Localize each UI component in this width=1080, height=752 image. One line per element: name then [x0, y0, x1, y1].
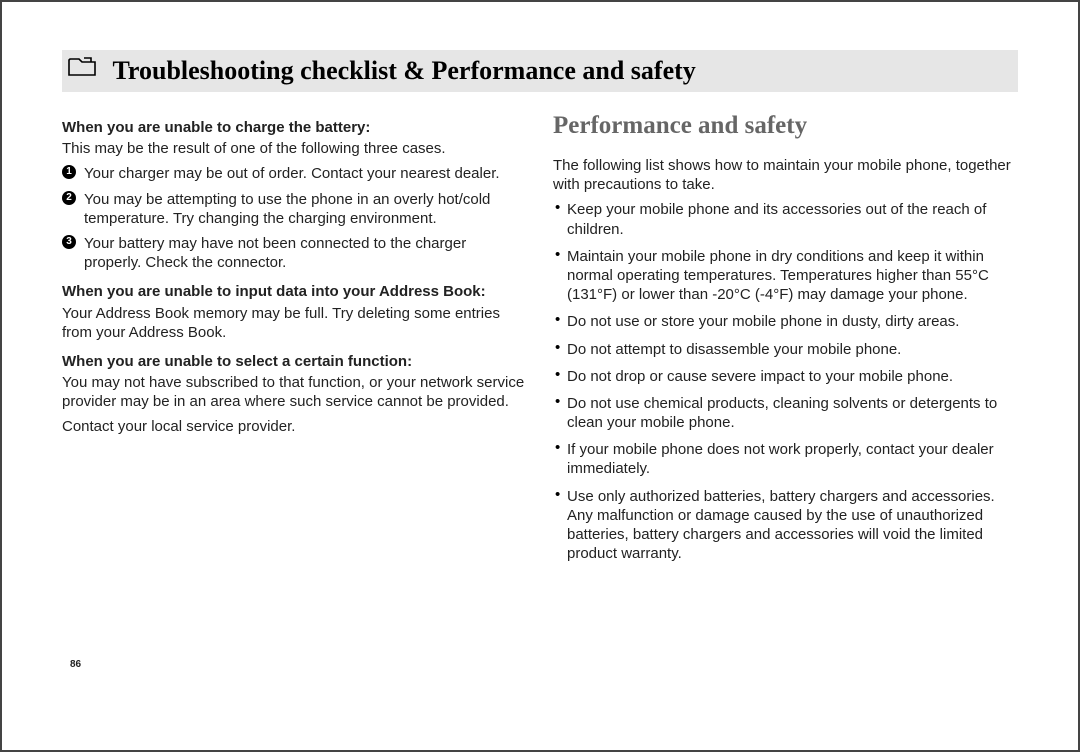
section-header: Troubleshooting checklist & Performance …: [62, 52, 1018, 90]
subheading-charge-battery: When you are unable to charge the batter…: [62, 118, 527, 137]
body-text: Your Address Book memory may be full. Tr…: [62, 304, 527, 342]
content-columns: When you are unable to charge the batter…: [62, 108, 1018, 571]
list-item-text: Do not use chemical products, cleaning s…: [567, 395, 997, 431]
list-item-text: If your mobile phone does not work prope…: [567, 441, 994, 477]
list-item-text: Do not attempt to disassemble your mobil…: [567, 341, 901, 358]
list-item: Do not use chemical products, cleaning s…: [553, 394, 1018, 432]
section-header-title: Troubleshooting checklist & Performance …: [113, 56, 696, 86]
page-number: 86: [70, 659, 81, 670]
list-item: Maintain your mobile phone in dry condit…: [553, 247, 1018, 305]
list-item-text: You may be attempting to use the phone i…: [84, 191, 490, 227]
left-column: When you are unable to charge the batter…: [62, 108, 527, 571]
performance-safety-title: Performance and safety: [553, 110, 1018, 142]
body-text: You may not have subscribed to that func…: [62, 373, 527, 411]
list-item-text: Your charger may be out of order. Contac…: [84, 165, 500, 182]
list-item: Do not use or store your mobile phone in…: [553, 312, 1018, 331]
number-badge-1-icon: 1: [62, 165, 76, 179]
list-item-text: Your battery may have not been connected…: [84, 235, 466, 271]
list-item: 2 You may be attempting to use the phone…: [62, 190, 527, 228]
list-item: Keep your mobile phone and its accessori…: [553, 200, 1018, 238]
list-item-text: Use only authorized batteries, battery c…: [567, 488, 995, 563]
manual-page: Troubleshooting checklist & Performance …: [0, 0, 1080, 752]
list-item: Use only authorized batteries, battery c…: [553, 487, 1018, 564]
list-item-text: Do not use or store your mobile phone in…: [567, 313, 959, 330]
subheading-select-function: When you are unable to select a certain …: [62, 352, 527, 371]
number-badge-3-icon: 3: [62, 235, 76, 249]
right-column: Performance and safety The following lis…: [553, 108, 1018, 571]
list-item: 3 Your battery may have not been connect…: [62, 234, 527, 272]
subheading-address-book: When you are unable to input data into y…: [62, 282, 527, 301]
list-item: 1 Your charger may be out of order. Cont…: [62, 164, 527, 183]
bullet-list: Keep your mobile phone and its accessori…: [553, 200, 1018, 563]
number-badge-2-icon: 2: [62, 191, 76, 205]
list-item: Do not attempt to disassemble your mobil…: [553, 340, 1018, 359]
list-item-text: Do not drop or cause severe impact to yo…: [567, 368, 953, 385]
body-text: This may be the result of one of the fol…: [62, 139, 527, 158]
numbered-list: 1 Your charger may be out of order. Cont…: [62, 164, 527, 272]
list-item-text: Maintain your mobile phone in dry condit…: [567, 248, 989, 303]
list-item: If your mobile phone does not work prope…: [553, 440, 1018, 478]
body-text: Contact your local service provider.: [62, 417, 527, 436]
body-text: The following list shows how to maintain…: [553, 156, 1018, 194]
section-header-bar: Troubleshooting checklist & Performance …: [62, 50, 1018, 92]
folder-icon: [68, 54, 96, 84]
list-item-text: Keep your mobile phone and its accessori…: [567, 201, 986, 237]
list-item: Do not drop or cause severe impact to yo…: [553, 367, 1018, 386]
